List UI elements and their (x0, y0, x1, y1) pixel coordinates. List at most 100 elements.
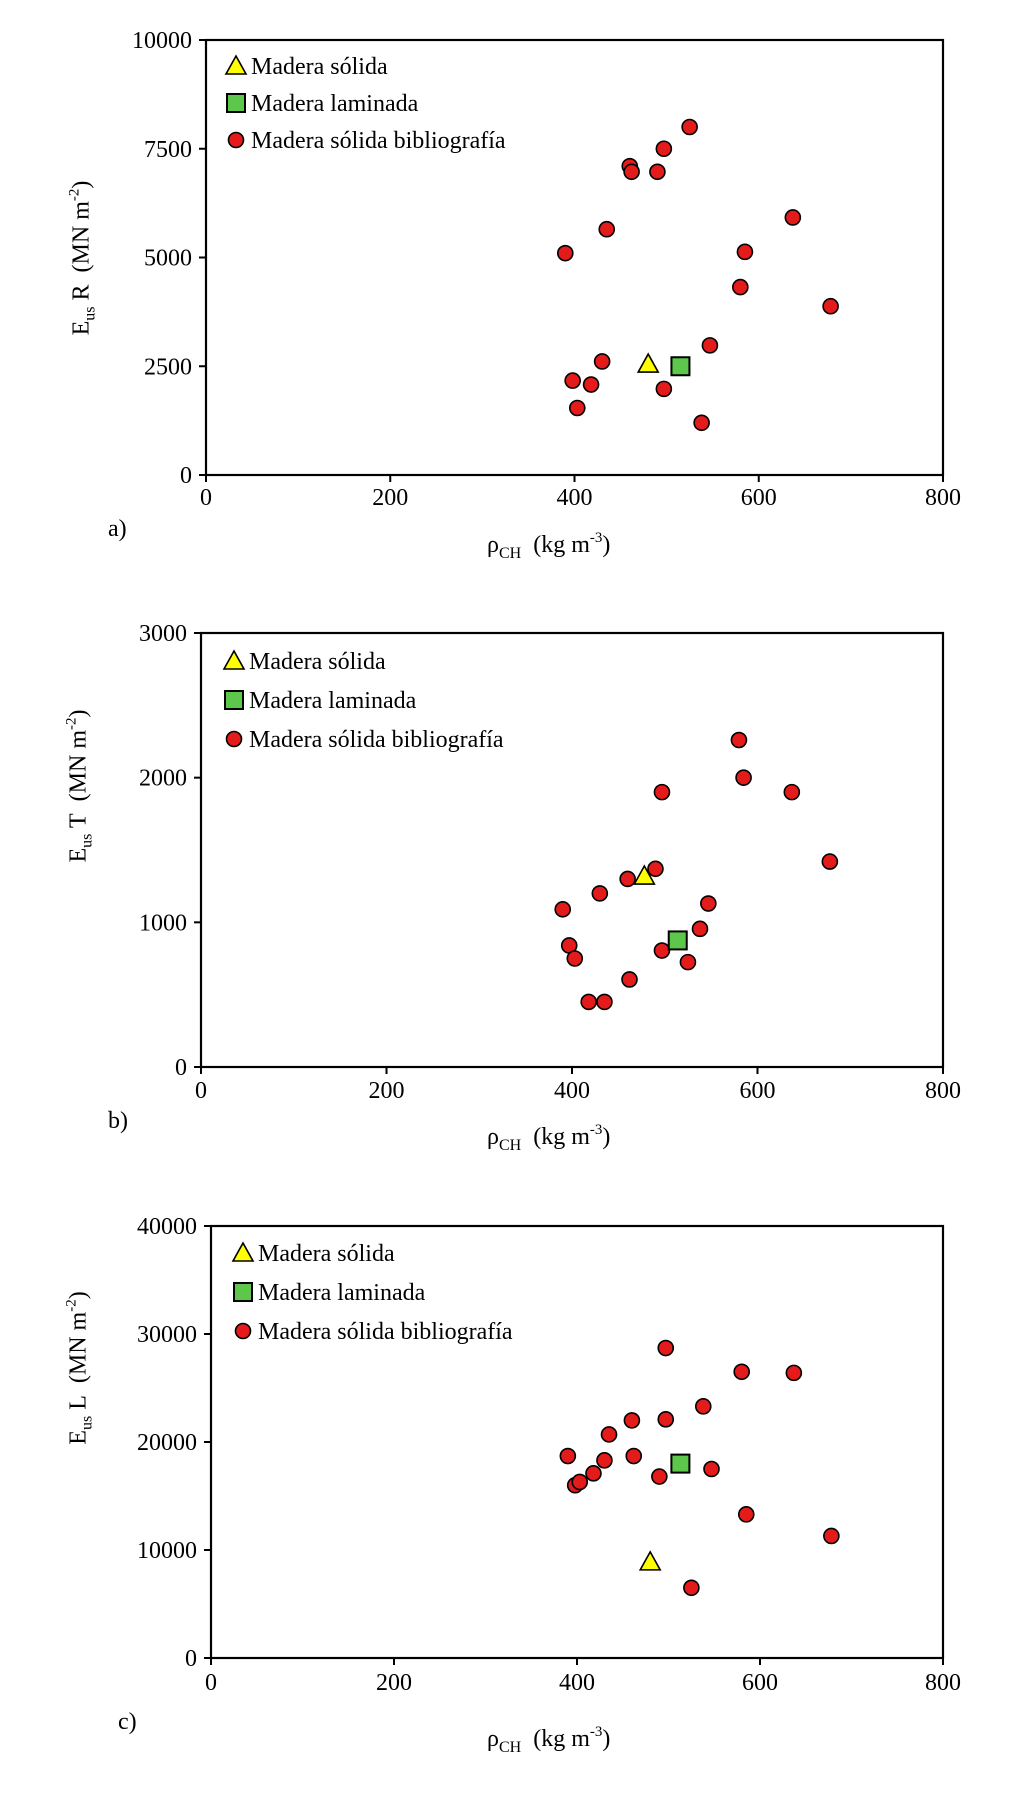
y-tick-label: 0 (180, 463, 192, 489)
data-point-madera-solida-bibliografia (701, 337, 719, 354)
legend-label: Madera laminada (251, 91, 419, 117)
data-point-madera-solida-bibliografia (730, 731, 748, 749)
legend-label: Madera laminada (249, 688, 417, 714)
legend-label: Madera sólida (249, 649, 386, 675)
x-tick-label: 600 (742, 1670, 778, 1696)
chart-panel-b: 0 1000 2000 3000 0 200 400 600 800 Madera sólida M… (0, 600, 1015, 1200)
legend-marker-madera-solida (231, 1241, 255, 1262)
x-axis-symbol: ρ (487, 1726, 499, 1752)
data-point-madera-solida-bibliografia (649, 163, 666, 181)
y-axis-close: ) (65, 1291, 92, 1300)
data-point-madera-solida-bibliografia (736, 243, 754, 261)
data-point-madera-solida-bibliografia (823, 1527, 840, 1545)
y-tick-label: 10000 (137, 1538, 197, 1564)
legend-marker-madera-laminada (233, 1282, 253, 1302)
data-point-madera-solida-bibliografia (593, 353, 611, 370)
y-axis-exp: -2 (63, 1299, 80, 1312)
legend-marker-madera-solida (222, 649, 246, 670)
legend-marker-madera-solida (224, 54, 248, 75)
x-tick-label: 800 (925, 1078, 961, 1104)
chart-panel-c: 0 10000 20000 30000 40000 0 200 400 600 800 Madera… (0, 1200, 1015, 1806)
data-point-madera-solida-bibliografia (564, 372, 581, 389)
y-axis-sub: us (78, 833, 96, 848)
data-point-madera-solida-bibliografia (821, 853, 839, 870)
data-point-madera-solida-bibliografia (582, 376, 600, 393)
x-axis-sub: CH (498, 1739, 522, 1756)
y-axis-sub: us (81, 306, 99, 321)
y-tick-label: 3000 (139, 621, 187, 647)
y-tick-label: 20000 (137, 1430, 197, 1456)
x-axis-close: ) (602, 532, 611, 558)
x-axis-sub: CH (498, 1137, 522, 1154)
y-axis-letter: T (65, 813, 92, 829)
y-axis-sub: us (78, 1415, 96, 1431)
data-point-madera-solida-bibliografia (651, 1468, 668, 1485)
y-axis-unit: (MN m (65, 730, 92, 802)
legend: Madera sólida Madera laminada Madera sólid… (224, 54, 506, 154)
data-point-madera-solida-bibliografia (694, 1398, 712, 1415)
x-tick-label: 0 (200, 485, 212, 511)
x-axis-close: ) (602, 1124, 611, 1150)
data-point-madera-solida-bibliografia (556, 244, 574, 262)
data-point-madera-solida (636, 352, 660, 373)
y-axis-base: E (68, 320, 95, 336)
x-tick-label: 200 (369, 1078, 405, 1104)
legend-marker-madera-solida-bibliografia (227, 131, 245, 149)
data-point-madera-solida-bibliografia (559, 1447, 577, 1465)
y-axis-exp: -2 (63, 717, 80, 731)
y-axis-title-c: Eus L (MN m-2) (64, 1291, 97, 1444)
y-axis-unit: (MN m (68, 201, 95, 273)
y-axis-base: E (65, 1430, 92, 1445)
data-point-madera-solida-bibliografia (733, 1363, 751, 1381)
y-axis-close: ) (65, 709, 92, 718)
x-axis-title-a: ρCH (kg m-3) (487, 530, 610, 563)
x-tick-label: 200 (372, 485, 408, 511)
chart-svg-a: 0 2500 5000 7500 10000 0 200 400 600 800 Madera só… (132, 28, 961, 511)
x-tick-label: 800 (925, 485, 961, 511)
data-point-madera-solida-bibliografia (732, 278, 749, 296)
y-tick-label: 5000 (144, 246, 192, 272)
legend-marker-madera-laminada (226, 93, 246, 113)
data-point-madera-laminada (670, 1453, 691, 1474)
data-point-madera-solida-bibliografia (623, 163, 640, 181)
x-axis-close: ) (602, 1726, 611, 1752)
y-axis-close: ) (68, 180, 95, 189)
y-tick-label: 10000 (132, 28, 192, 54)
panel-label-c: c) (118, 1709, 137, 1735)
legend-label: Madera sólida bibliografía (251, 128, 506, 154)
data-point-madera-solida-bibliografia (571, 1473, 589, 1491)
data-point-madera-solida-bibliografia (785, 1364, 803, 1382)
x-tick-label: 600 (741, 485, 777, 511)
y-axis-unit: (MN m (65, 1311, 92, 1384)
x-axis-title-c: ρCH (kg m-3) (487, 1724, 610, 1757)
data-point-madera-solida-bibliografia (591, 885, 609, 902)
data-point-madera-solida-bibliografia (679, 953, 697, 971)
data-point-madera-solida-bibliografia (657, 1339, 675, 1357)
x-tick-label: 0 (195, 1078, 207, 1104)
data-point-madera-solida-bibliografia (681, 118, 698, 136)
y-axis-base: E (65, 847, 92, 863)
data-point-madera-solida-bibliografia (647, 860, 664, 878)
data-point-madera-solida-bibliografia (653, 942, 671, 959)
x-axis-unit: (kg m (533, 532, 590, 558)
x-tick-label: 600 (740, 1078, 776, 1104)
data-point-madera-solida-bibliografia (691, 920, 709, 938)
x-axis-exp: -3 (589, 1122, 603, 1138)
y-axis-exp: -2 (66, 188, 83, 202)
data-point-madera-solida-bibliografia (822, 297, 839, 315)
data-point-madera-solida-bibliografia (598, 220, 616, 238)
x-axis-title-b: ρCH (kg m-3) (487, 1122, 610, 1155)
data-point-madera-solida-bibliografia (600, 1426, 618, 1443)
data-point-madera-solida-bibliografia (623, 1412, 641, 1429)
panel-label-b: b) (108, 1108, 128, 1134)
legend-label: Madera sólida bibliografía (258, 1319, 513, 1345)
chart-svg-c: 0 10000 20000 30000 40000 0 200 400 600 800 Madera… (137, 1214, 961, 1696)
x-tick-label: 400 (559, 1670, 595, 1696)
data-point-madera-solida-bibliografia (737, 1506, 755, 1523)
y-tick-label: 0 (185, 1646, 197, 1672)
y-axis-title-a: Eus R (MN m-2) (67, 181, 100, 336)
x-tick-label: 400 (557, 485, 593, 511)
data-point-madera-solida-bibliografia (566, 950, 584, 967)
legend-label: Madera sólida (258, 1241, 395, 1267)
legend-marker-madera-laminada (224, 690, 244, 710)
